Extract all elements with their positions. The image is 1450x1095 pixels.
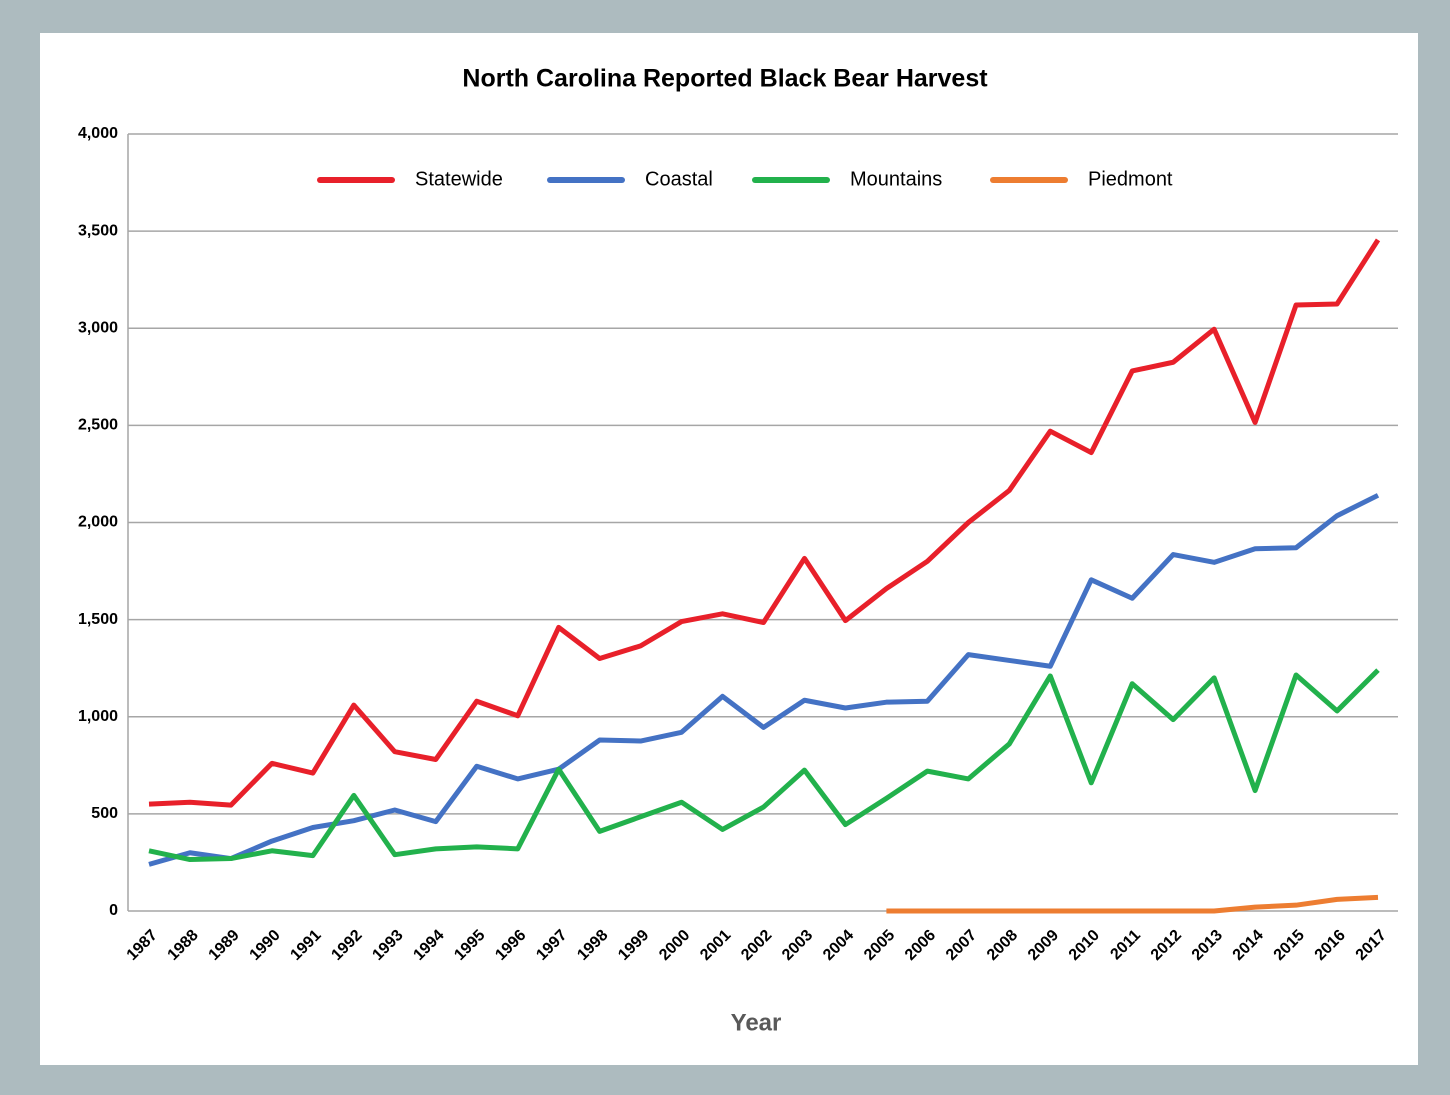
y-tick-label: 0: [109, 902, 118, 919]
y-tick-label: 1,000: [78, 708, 118, 725]
legend-label: Statewide: [415, 168, 503, 190]
y-tick-label: 3,500: [78, 222, 118, 239]
series-line: [148, 668, 1380, 863]
legend-label: Piedmont: [1088, 168, 1173, 190]
legend-label: Coastal: [645, 168, 713, 190]
legend-label: Mountains: [850, 168, 942, 190]
y-tick-label: 500: [91, 805, 118, 822]
y-tick-label: 1,500: [78, 611, 118, 628]
y-tick-label: 2,500: [78, 417, 118, 434]
y-tick-label: 2,000: [78, 514, 118, 531]
chart-title: North Carolina Reported Black Bear Harve…: [462, 65, 988, 93]
y-tick-label: 4,000: [78, 125, 118, 142]
x-axis-label: Year: [731, 1009, 782, 1036]
y-tick-label: 3,000: [78, 319, 118, 336]
series-line: [148, 238, 1381, 808]
series-line: [148, 493, 1380, 867]
panel: [40, 33, 1418, 1065]
series-line: [886, 894, 1379, 914]
